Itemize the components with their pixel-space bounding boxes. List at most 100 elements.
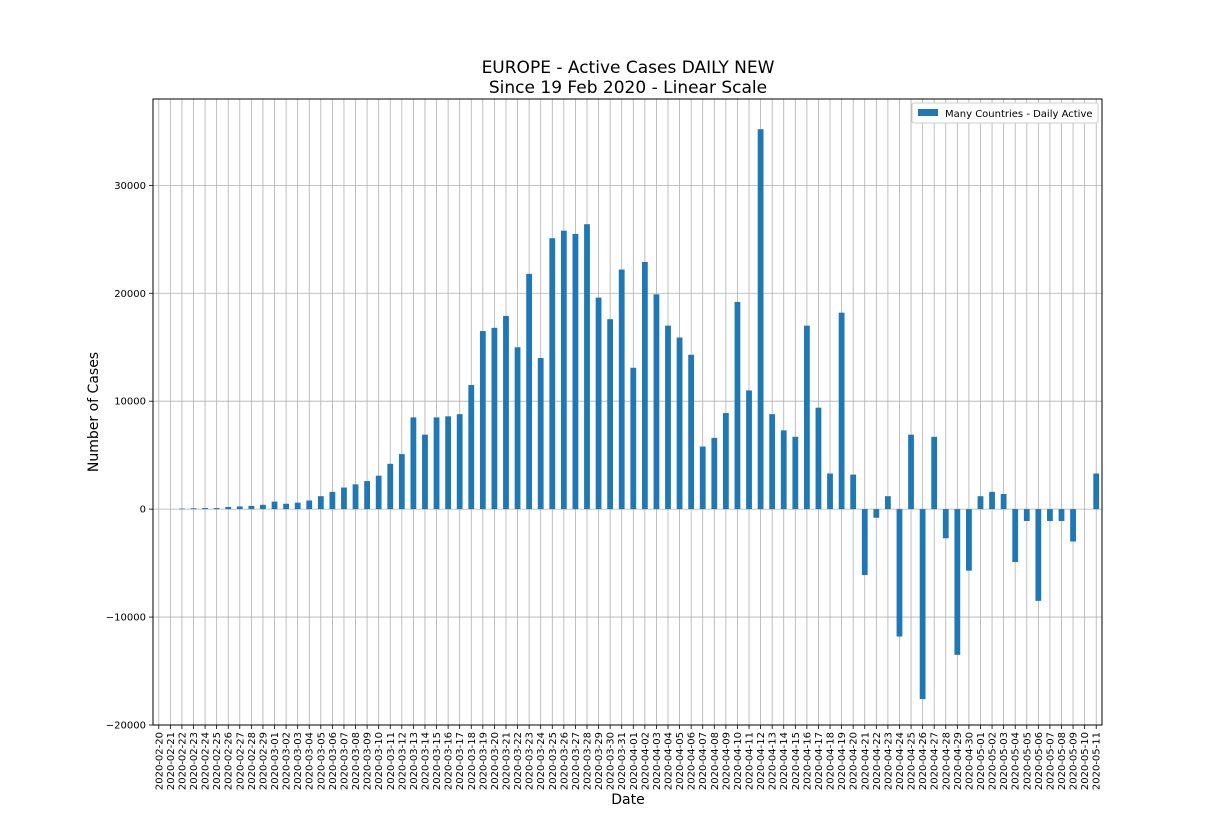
bar-2020-03-14 <box>422 434 428 510</box>
x-tick-label: 2020-04-28 <box>941 732 952 790</box>
bar-2020-04-04 <box>665 325 671 510</box>
x-tick-label: 2020-03-16 <box>444 732 455 790</box>
x-tick-label: 2020-04-30 <box>964 732 975 790</box>
bar-2020-04-29 <box>954 509 961 655</box>
x-tick-label: 2020-05-05 <box>1022 732 1033 790</box>
x-tick-label: 2020-05-01 <box>976 732 987 790</box>
y-tick-label: −20000 <box>106 721 146 732</box>
x-tick-label: 2020-04-24 <box>895 732 906 790</box>
x-tick-label: 2020-03-11 <box>386 732 397 790</box>
bar-2020-03-03 <box>294 502 301 510</box>
bar-2020-03-19 <box>479 331 486 510</box>
x-tick-label: 2020-04-19 <box>837 732 848 790</box>
x-tick-label: 2020-03-28 <box>582 732 593 790</box>
x-tick-label: 2020-02-24 <box>201 732 212 790</box>
bar-2020-05-05 <box>1023 509 1030 522</box>
bar-2020-03-12 <box>398 454 405 510</box>
x-tick-label: 2020-02-25 <box>212 732 223 790</box>
x-tick-label: 2020-04-18 <box>826 732 837 790</box>
legend: Many Countries - Daily Active <box>911 102 1099 124</box>
x-axis-label: Date <box>611 792 644 808</box>
x-tick-label: 2020-05-07 <box>1045 732 1056 790</box>
y-axis-ticks: −20000 −10000 0 10000 20000 30000 <box>106 181 153 732</box>
bar-2020-04-26 <box>919 509 926 700</box>
bar-2020-02-23 <box>190 508 197 510</box>
plot-frame <box>152 98 1103 726</box>
bar-2020-03-08 <box>352 484 359 510</box>
bar-2020-02-25 <box>213 508 220 510</box>
x-tick-label: 2020-03-31 <box>617 732 628 790</box>
x-tick-label: 2020-03-17 <box>455 732 466 790</box>
bar-2020-02-28 <box>248 505 255 510</box>
x-tick-label: 2020-05-04 <box>1011 732 1022 790</box>
x-tick-label: 2020-03-03 <box>293 732 304 790</box>
x-tick-label: 2020-04-21 <box>860 732 871 790</box>
x-tick-label: 2020-04-17 <box>814 732 825 790</box>
x-tick-label: 2020-03-04 <box>305 732 316 790</box>
bar-2020-03-21 <box>503 315 509 510</box>
x-tick-label: 2020-03-09 <box>363 732 374 790</box>
bar-2020-03-05 <box>317 496 324 510</box>
x-tick-label: 2020-02-26 <box>224 732 235 790</box>
bar-2020-03-04 <box>306 500 313 510</box>
bar-2020-04-05 <box>676 337 683 510</box>
x-tick-label: 2020-05-08 <box>1057 732 1068 790</box>
bar-2020-03-01 <box>271 501 278 510</box>
x-tick-label: 2020-03-25 <box>548 732 559 790</box>
bar-2020-04-10 <box>734 301 741 510</box>
bar-2020-04-02 <box>641 261 648 510</box>
x-tick-label: 2020-02-29 <box>258 732 269 790</box>
x-tick-label: 2020-04-14 <box>779 732 790 790</box>
bar-2020-03-26 <box>560 230 567 510</box>
x-tick-label: 2020-04-01 <box>629 732 640 790</box>
x-tick-label: 2020-03-01 <box>270 732 281 790</box>
x-tick-label: 2020-04-05 <box>675 732 686 790</box>
bar-2020-03-13 <box>410 417 417 510</box>
x-tick-label: 2020-04-04 <box>664 732 675 790</box>
bar-2020-03-20 <box>491 327 498 510</box>
grid-lines <box>153 99 1102 726</box>
bars <box>179 129 1100 700</box>
bar-2020-04-19 <box>838 312 845 510</box>
x-tick-label: 2020-02-22 <box>177 732 188 790</box>
bar-2020-02-29 <box>260 504 266 510</box>
bar-2020-03-23 <box>526 273 533 510</box>
bar-2020-04-15 <box>792 436 799 510</box>
bar-2020-04-28 <box>942 509 949 539</box>
bar-2020-03-07 <box>341 487 347 510</box>
bar-2020-03-06 <box>329 491 336 510</box>
bar-2020-03-16 <box>445 416 452 510</box>
x-tick-label: 2020-03-30 <box>606 732 617 790</box>
bar-2020-04-13 <box>769 414 776 510</box>
bar-2020-04-20 <box>850 474 857 510</box>
x-tick-label: 2020-03-19 <box>478 732 489 790</box>
x-tick-label: 2020-02-21 <box>166 732 177 790</box>
bar-2020-04-03 <box>653 294 660 510</box>
x-tick-label: 2020-04-20 <box>849 732 860 790</box>
bar-2020-04-30 <box>966 509 972 571</box>
bar-2020-03-10 <box>375 475 382 510</box>
y-tick-label: 20000 <box>114 289 146 300</box>
bar-2020-05-11 <box>1093 473 1100 510</box>
bar-2020-03-25 <box>549 238 556 510</box>
x-tick-label: 2020-04-23 <box>883 732 894 790</box>
bar-2020-03-11 <box>387 463 394 510</box>
x-tick-label: 2020-04-29 <box>953 732 964 790</box>
x-tick-label: 2020-03-13 <box>409 732 420 790</box>
x-tick-label: 2020-03-08 <box>351 732 362 790</box>
legend-swatch <box>918 109 938 116</box>
x-tick-label: 2020-04-25 <box>907 732 918 790</box>
legend-label: Many Countries - Daily Active <box>945 109 1093 120</box>
bar-2020-03-30 <box>607 319 614 510</box>
bar-2020-03-29 <box>595 297 602 510</box>
bar-2020-02-24 <box>202 508 208 510</box>
x-tick-label: 2020-03-05 <box>316 732 327 790</box>
x-tick-label: 2020-04-09 <box>721 732 732 790</box>
bar-2020-04-16 <box>803 325 810 510</box>
bar-2020-02-26 <box>225 506 232 510</box>
x-tick-label: 2020-05-02 <box>988 732 999 790</box>
bar-2020-04-24 <box>896 509 903 637</box>
x-tick-label: 2020-05-09 <box>1069 732 1080 790</box>
x-tick-label: 2020-03-14 <box>420 732 431 790</box>
x-axis-ticks: 2020-02-20 2020-02-21 2020-02-22 2020-02-23… <box>154 725 1103 790</box>
